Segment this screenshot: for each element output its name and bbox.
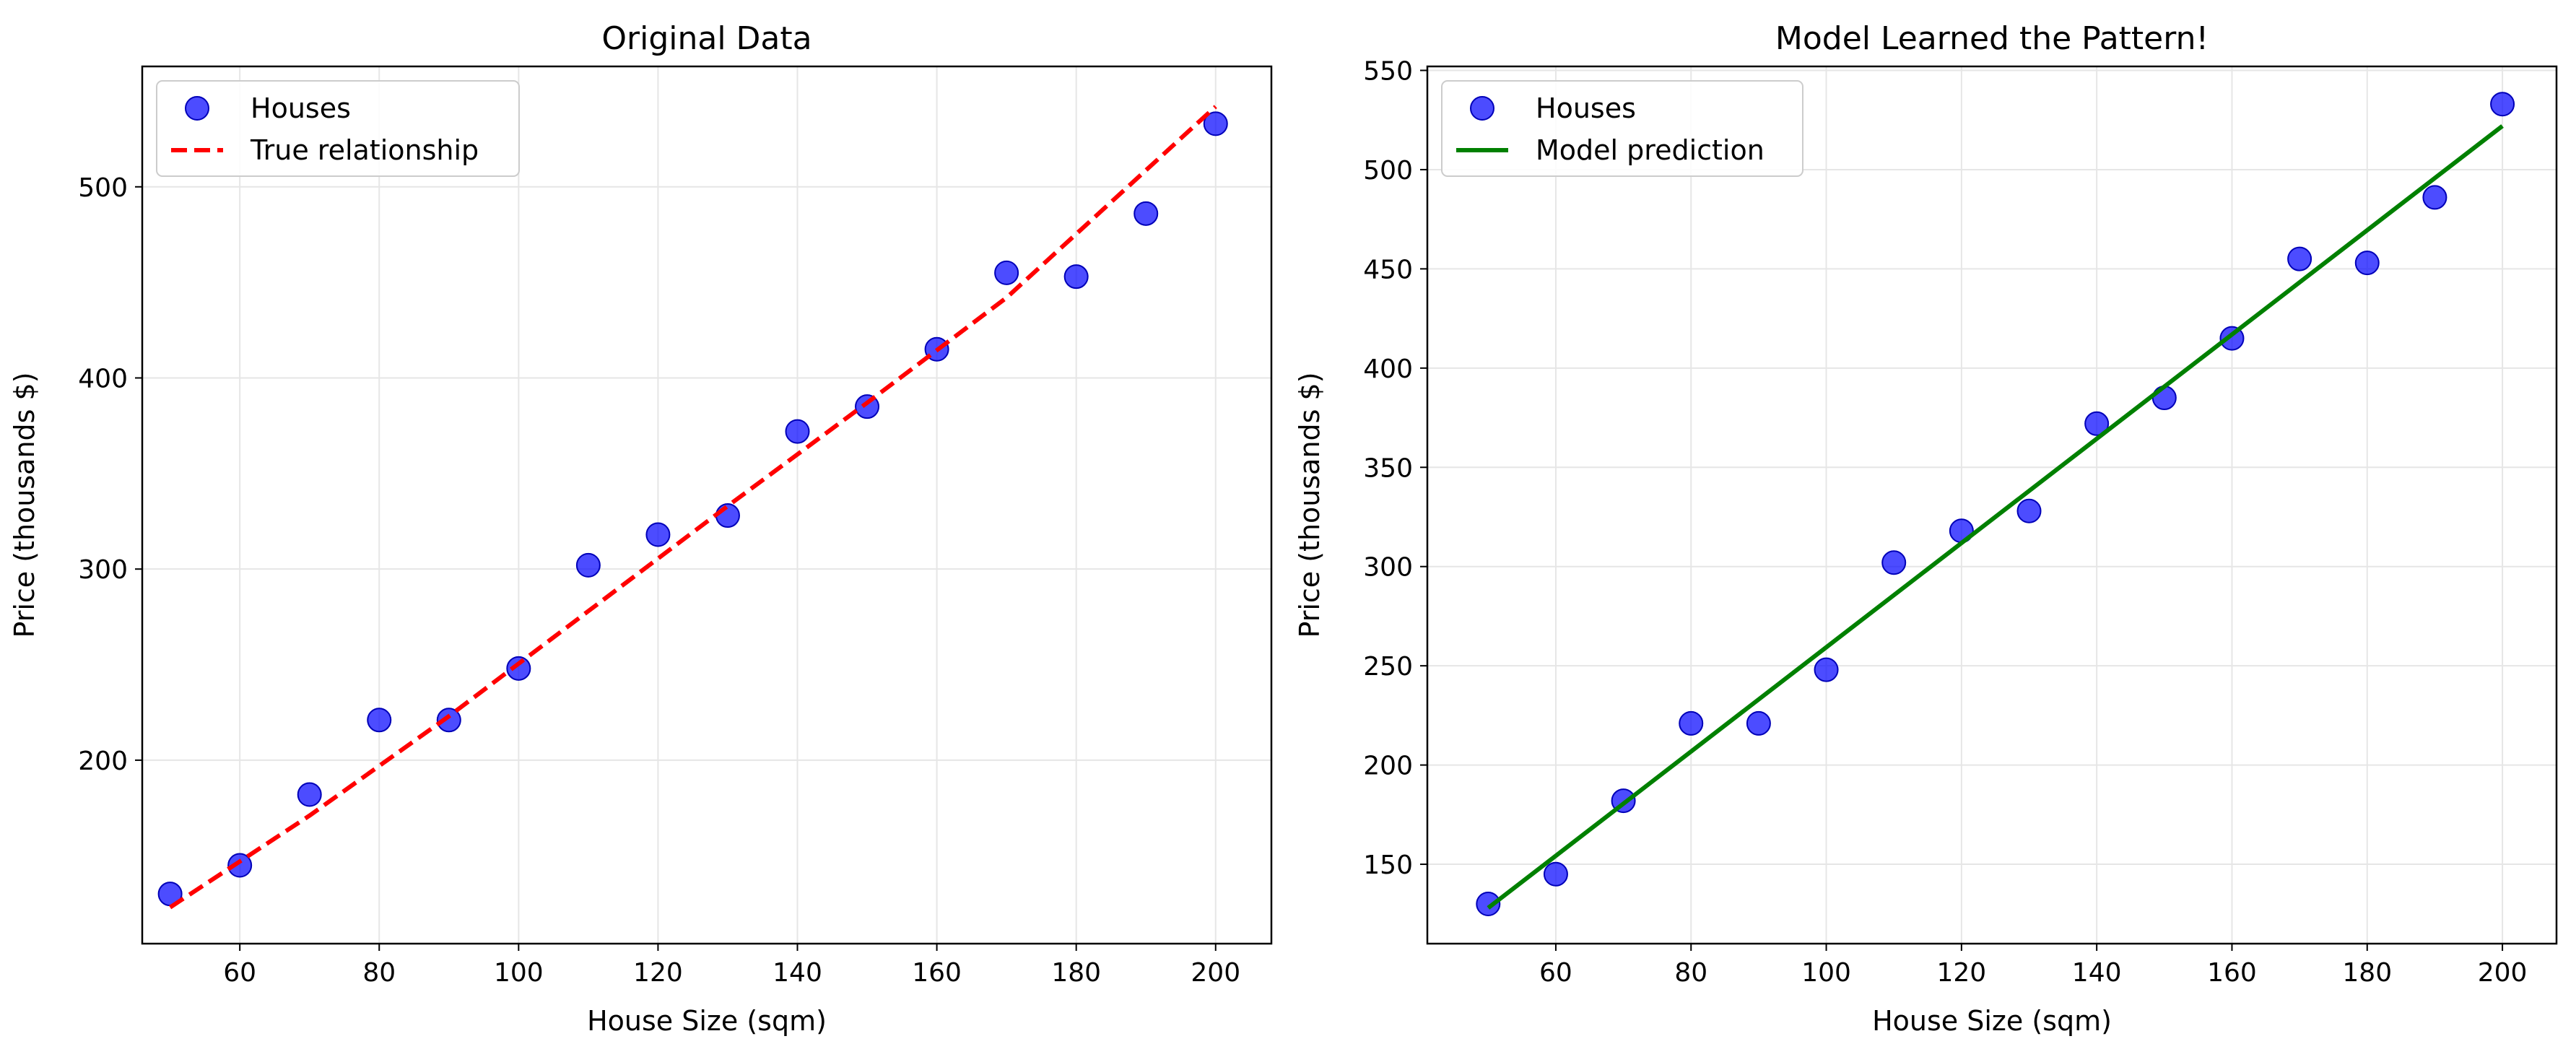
y-tick-label: 300	[1363, 553, 1413, 583]
chart-model-learned: 60 80 100 120 140 160 180 200 150 200 250 300 350 400…	[1294, 20, 2558, 1037]
y-tick-label: 500	[78, 173, 128, 203]
y-tick-label: 150	[1363, 851, 1413, 880]
data-point	[2287, 246, 2312, 271]
data-point	[645, 522, 671, 547]
x-tick-label: 200	[2478, 958, 2528, 988]
data-point	[2151, 386, 2177, 411]
x-tick-label: 140	[2072, 958, 2122, 988]
data-point	[297, 782, 322, 807]
x-axis-label: House Size (sqm)	[587, 1005, 827, 1037]
data-point	[2422, 185, 2447, 210]
legend-label: Houses	[1536, 92, 1636, 124]
y-tick-label: 550	[1363, 56, 1413, 86]
data-point	[1476, 892, 1501, 917]
data-point	[785, 419, 810, 444]
legend-box	[1441, 80, 1803, 177]
x-tick-label: 160	[912, 958, 962, 988]
data-point	[2084, 411, 2110, 436]
data-point	[1063, 264, 1089, 290]
data-point	[1543, 861, 1568, 887]
x-tick-label: 140	[773, 958, 822, 988]
data-point	[2490, 92, 2515, 117]
chart-title: Model Learned the Pattern!	[1775, 20, 2209, 57]
chart-original-data: 60 80 100 120 140 160 180 200 200 300 400 500 Origin…	[9, 20, 1273, 1037]
series-line	[168, 105, 1217, 910]
series-line	[1487, 124, 2504, 910]
y-tick-label: 400	[78, 364, 128, 393]
x-tick-label: 60	[1539, 958, 1572, 988]
y-tick-label: 500	[1363, 156, 1413, 186]
y-axis-label: Price (thousands $)	[9, 372, 40, 638]
legend-marker-swatch	[1470, 96, 1494, 121]
x-tick-label: 160	[2207, 958, 2257, 988]
y-axis-label: Price (thousands $)	[1294, 372, 1326, 638]
plot-frame	[1426, 65, 2558, 945]
y-tick-label: 250	[1363, 652, 1413, 682]
x-tick-label: 100	[494, 958, 544, 988]
chart-title: Original Data	[601, 20, 811, 57]
y-tick-label: 350	[1363, 453, 1413, 483]
legend-label: Model prediction	[1536, 134, 1765, 166]
x-tick-label: 80	[362, 958, 396, 988]
data-point	[1814, 657, 1839, 682]
legend-box	[156, 80, 520, 177]
x-tick-label: 200	[1191, 958, 1240, 988]
data-point	[575, 552, 601, 578]
legend-label: True relationship	[250, 134, 479, 166]
y-tick-label: 400	[1363, 354, 1413, 384]
y-tick-label: 200	[1363, 752, 1413, 781]
x-tick-label: 60	[223, 958, 256, 988]
data-point	[1881, 550, 1907, 575]
x-tick-label: 120	[633, 958, 683, 988]
x-tick-label: 80	[1674, 958, 1707, 988]
data-point	[506, 656, 531, 681]
data-point	[1746, 710, 1771, 736]
x-tick-label: 120	[1936, 958, 1986, 988]
data-point	[994, 260, 1019, 285]
x-axis-label: House Size (sqm)	[1872, 1005, 2112, 1037]
data-point	[1133, 201, 1159, 226]
x-tick-label: 180	[1051, 958, 1101, 988]
legend-label: Houses	[251, 92, 351, 124]
y-tick-label: 200	[78, 747, 128, 776]
data-point	[2354, 251, 2380, 276]
data-point	[436, 708, 461, 733]
data-point	[1203, 111, 1228, 136]
y-tick-label: 450	[1363, 255, 1413, 284]
plot-frame	[141, 65, 1273, 945]
x-tick-label: 180	[2342, 958, 2392, 988]
data-point	[715, 503, 740, 528]
x-tick-label: 100	[1801, 958, 1851, 988]
data-point	[2016, 498, 2042, 523]
data-point	[1679, 710, 1704, 736]
data-point	[367, 708, 392, 733]
legend-marker-swatch	[185, 96, 209, 121]
data-point	[227, 853, 253, 878]
y-tick-label: 300	[78, 555, 128, 585]
